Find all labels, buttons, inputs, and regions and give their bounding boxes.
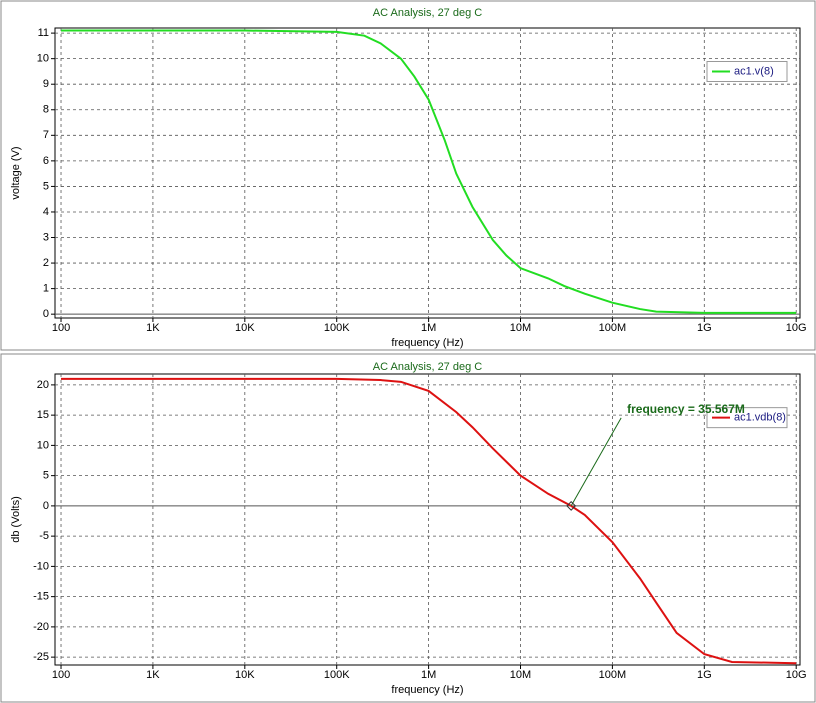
x-tick-label: 10G: [786, 322, 807, 334]
y-tick-label: 7: [43, 129, 49, 141]
y-tick-label: 5: [43, 180, 49, 192]
y-tick-label: 2: [43, 257, 49, 269]
y-axis-label: db (Volts): [10, 496, 22, 542]
chart-title: AC Analysis, 27 deg C: [373, 361, 483, 373]
x-tick-label: 1M: [421, 322, 436, 334]
y-tick-label: 15: [37, 409, 49, 421]
legend-box: [706, 407, 788, 429]
y-axis-label: voltage (V): [10, 146, 22, 199]
series-line: [61, 377, 797, 665]
x-tick-label: 10G: [786, 669, 807, 681]
y-tick-label: 1: [43, 283, 49, 295]
panel-border: [0, 0, 816, 351]
y-tick-label: -15: [33, 591, 49, 603]
chart-title: AC Analysis, 27 deg C: [373, 7, 483, 19]
x-tick-label: 10M: [510, 322, 531, 334]
x-tick-label: 10M: [510, 669, 531, 681]
legend-label: ac1.v(8): [734, 65, 774, 77]
y-tick-label: 9: [43, 78, 49, 90]
x-tick-label: 10K: [235, 322, 255, 334]
annotation-text: frequency = 35.567M: [627, 402, 745, 416]
plot-area: [54, 27, 801, 319]
y-tick-label: 3: [43, 231, 49, 243]
x-tick-label: 100M: [599, 669, 627, 681]
x-tick-label: 100: [52, 669, 70, 681]
y-tick-label: -25: [33, 651, 49, 663]
series-line: [61, 29, 797, 314]
panel-border: [0, 353, 816, 703]
y-tick-label: 4: [43, 206, 49, 218]
x-tick-label: 10K: [235, 669, 255, 681]
x-tick-label: 100M: [599, 322, 627, 334]
legend-label: ac1.vdb(8): [734, 412, 786, 424]
x-axis-label: frequency (Hz): [391, 684, 463, 696]
x-tick-label: 1K: [146, 322, 160, 334]
y-tick-label: 20: [37, 379, 49, 391]
y-tick-label: 5: [43, 470, 49, 482]
x-tick-label: 1G: [697, 669, 712, 681]
x-tick-label: 100K: [324, 669, 350, 681]
y-tick-label: 8: [43, 104, 49, 116]
x-tick-label: 1G: [697, 322, 712, 334]
x-axis-label: frequency (Hz): [391, 337, 463, 349]
y-tick-label: 10: [37, 439, 49, 451]
x-tick-label: 1K: [146, 669, 160, 681]
x-tick-label: 1M: [421, 669, 436, 681]
plot-area: [54, 373, 801, 666]
y-tick-label: -5: [39, 530, 49, 542]
y-tick-label: 0: [43, 500, 49, 512]
y-tick-label: 0: [43, 308, 49, 320]
y-tick-label: -10: [33, 560, 49, 572]
annotation-marker: [566, 500, 577, 511]
x-tick-label: 100K: [324, 322, 350, 334]
annotation-leader: [570, 417, 622, 507]
legend-box: [706, 61, 788, 82]
y-tick-label: -20: [33, 621, 49, 633]
y-tick-label: 10: [37, 53, 49, 65]
y-tick-label: 11: [38, 27, 49, 39]
x-tick-label: 100: [52, 322, 70, 334]
y-tick-label: 6: [43, 155, 49, 167]
